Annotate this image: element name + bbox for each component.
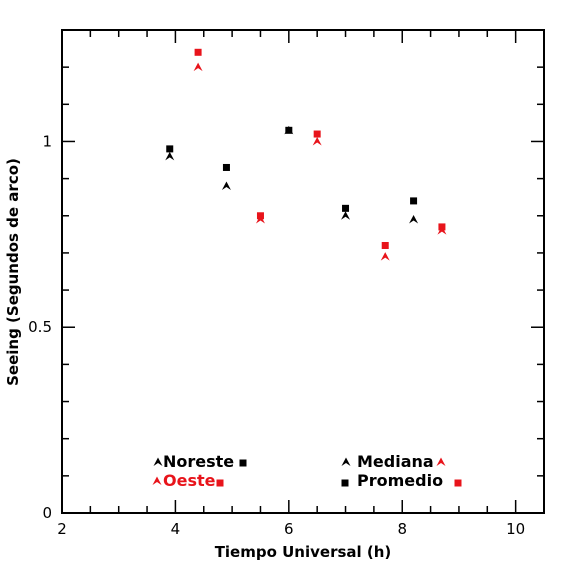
oeste-mediana-point [437,226,447,235]
noreste-promedio-point [410,197,418,205]
x-tick-label: 10 [506,520,525,538]
y-tick-label: 0.5 [28,318,52,336]
noreste-mediana-point [341,211,351,220]
legend-promedio-red-marker [454,479,462,487]
data-marks [165,48,447,261]
oeste-promedio-point [313,130,321,138]
noreste-mediana-point [221,181,231,191]
legend-mediana-marker [341,457,351,466]
x-axis-title: Tiempo Universal (h) [215,543,392,561]
legend-promedio-marker [341,479,349,487]
axes: 2 4 6 8 10 0 0.5 1 [28,29,545,538]
y-tick-label: 0 [42,504,52,522]
oeste-mediana-point [255,214,265,224]
noreste-mediana-point [284,125,294,135]
legend-oeste-mediana-marker [152,476,162,485]
y-axis-title: Seeing (Segundos de arco) [4,158,22,386]
x-tick-label: 8 [397,520,407,538]
noreste-promedio-point [166,145,174,153]
x-tick-label: 2 [57,520,67,538]
legend-noreste-mediana-marker [153,457,163,466]
legend-noreste-label: Noreste [163,452,234,471]
legend-noreste-promedio-marker [239,459,247,467]
oeste-mediana-point [312,136,322,146]
x-tick-label: 6 [284,520,294,538]
noreste-mediana-point [409,214,419,224]
legend-mediana-label: Mediana [357,452,434,471]
legend-promedio-label: Promedio [357,471,443,490]
noreste-mediana-point [165,151,175,161]
oeste-mediana-point [193,62,203,72]
legend-oeste-label: Oeste [163,471,216,490]
plot-frame [61,29,545,514]
noreste-promedio-point [222,163,230,171]
legend-oeste-promedio-marker [216,479,224,487]
x-tick-label: 4 [171,520,181,538]
noreste-promedio-point [342,204,350,212]
oeste-promedio-point [381,241,389,249]
oeste-mediana-point [380,252,390,261]
oeste-promedio-point [194,48,202,56]
y-tick-label: 1 [42,132,52,150]
legend-mediana-red-marker [436,457,446,466]
